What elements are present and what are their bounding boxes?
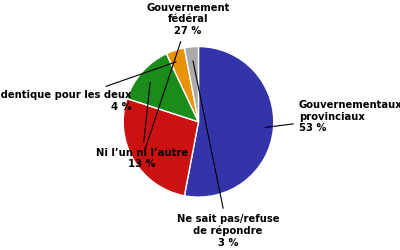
Text: Ni l’un ni l’autre
13 %: Ni l’un ni l’autre 13 % <box>96 82 188 169</box>
Text: Ne sait pas/refuse
de répondre
3 %: Ne sait pas/refuse de répondre 3 % <box>176 61 279 248</box>
Wedge shape <box>127 54 198 122</box>
Text: Gouvernement
fédéral
27 %: Gouvernement fédéral 27 % <box>144 3 230 152</box>
Wedge shape <box>184 46 274 197</box>
Wedge shape <box>184 46 198 122</box>
Text: Identique pour les deux
4 %: Identique pour les deux 4 % <box>0 62 176 112</box>
Wedge shape <box>123 98 198 196</box>
Wedge shape <box>166 48 198 122</box>
Text: Gouvernementaux
provinciaux
53 %: Gouvernementaux provinciaux 53 % <box>265 100 400 133</box>
